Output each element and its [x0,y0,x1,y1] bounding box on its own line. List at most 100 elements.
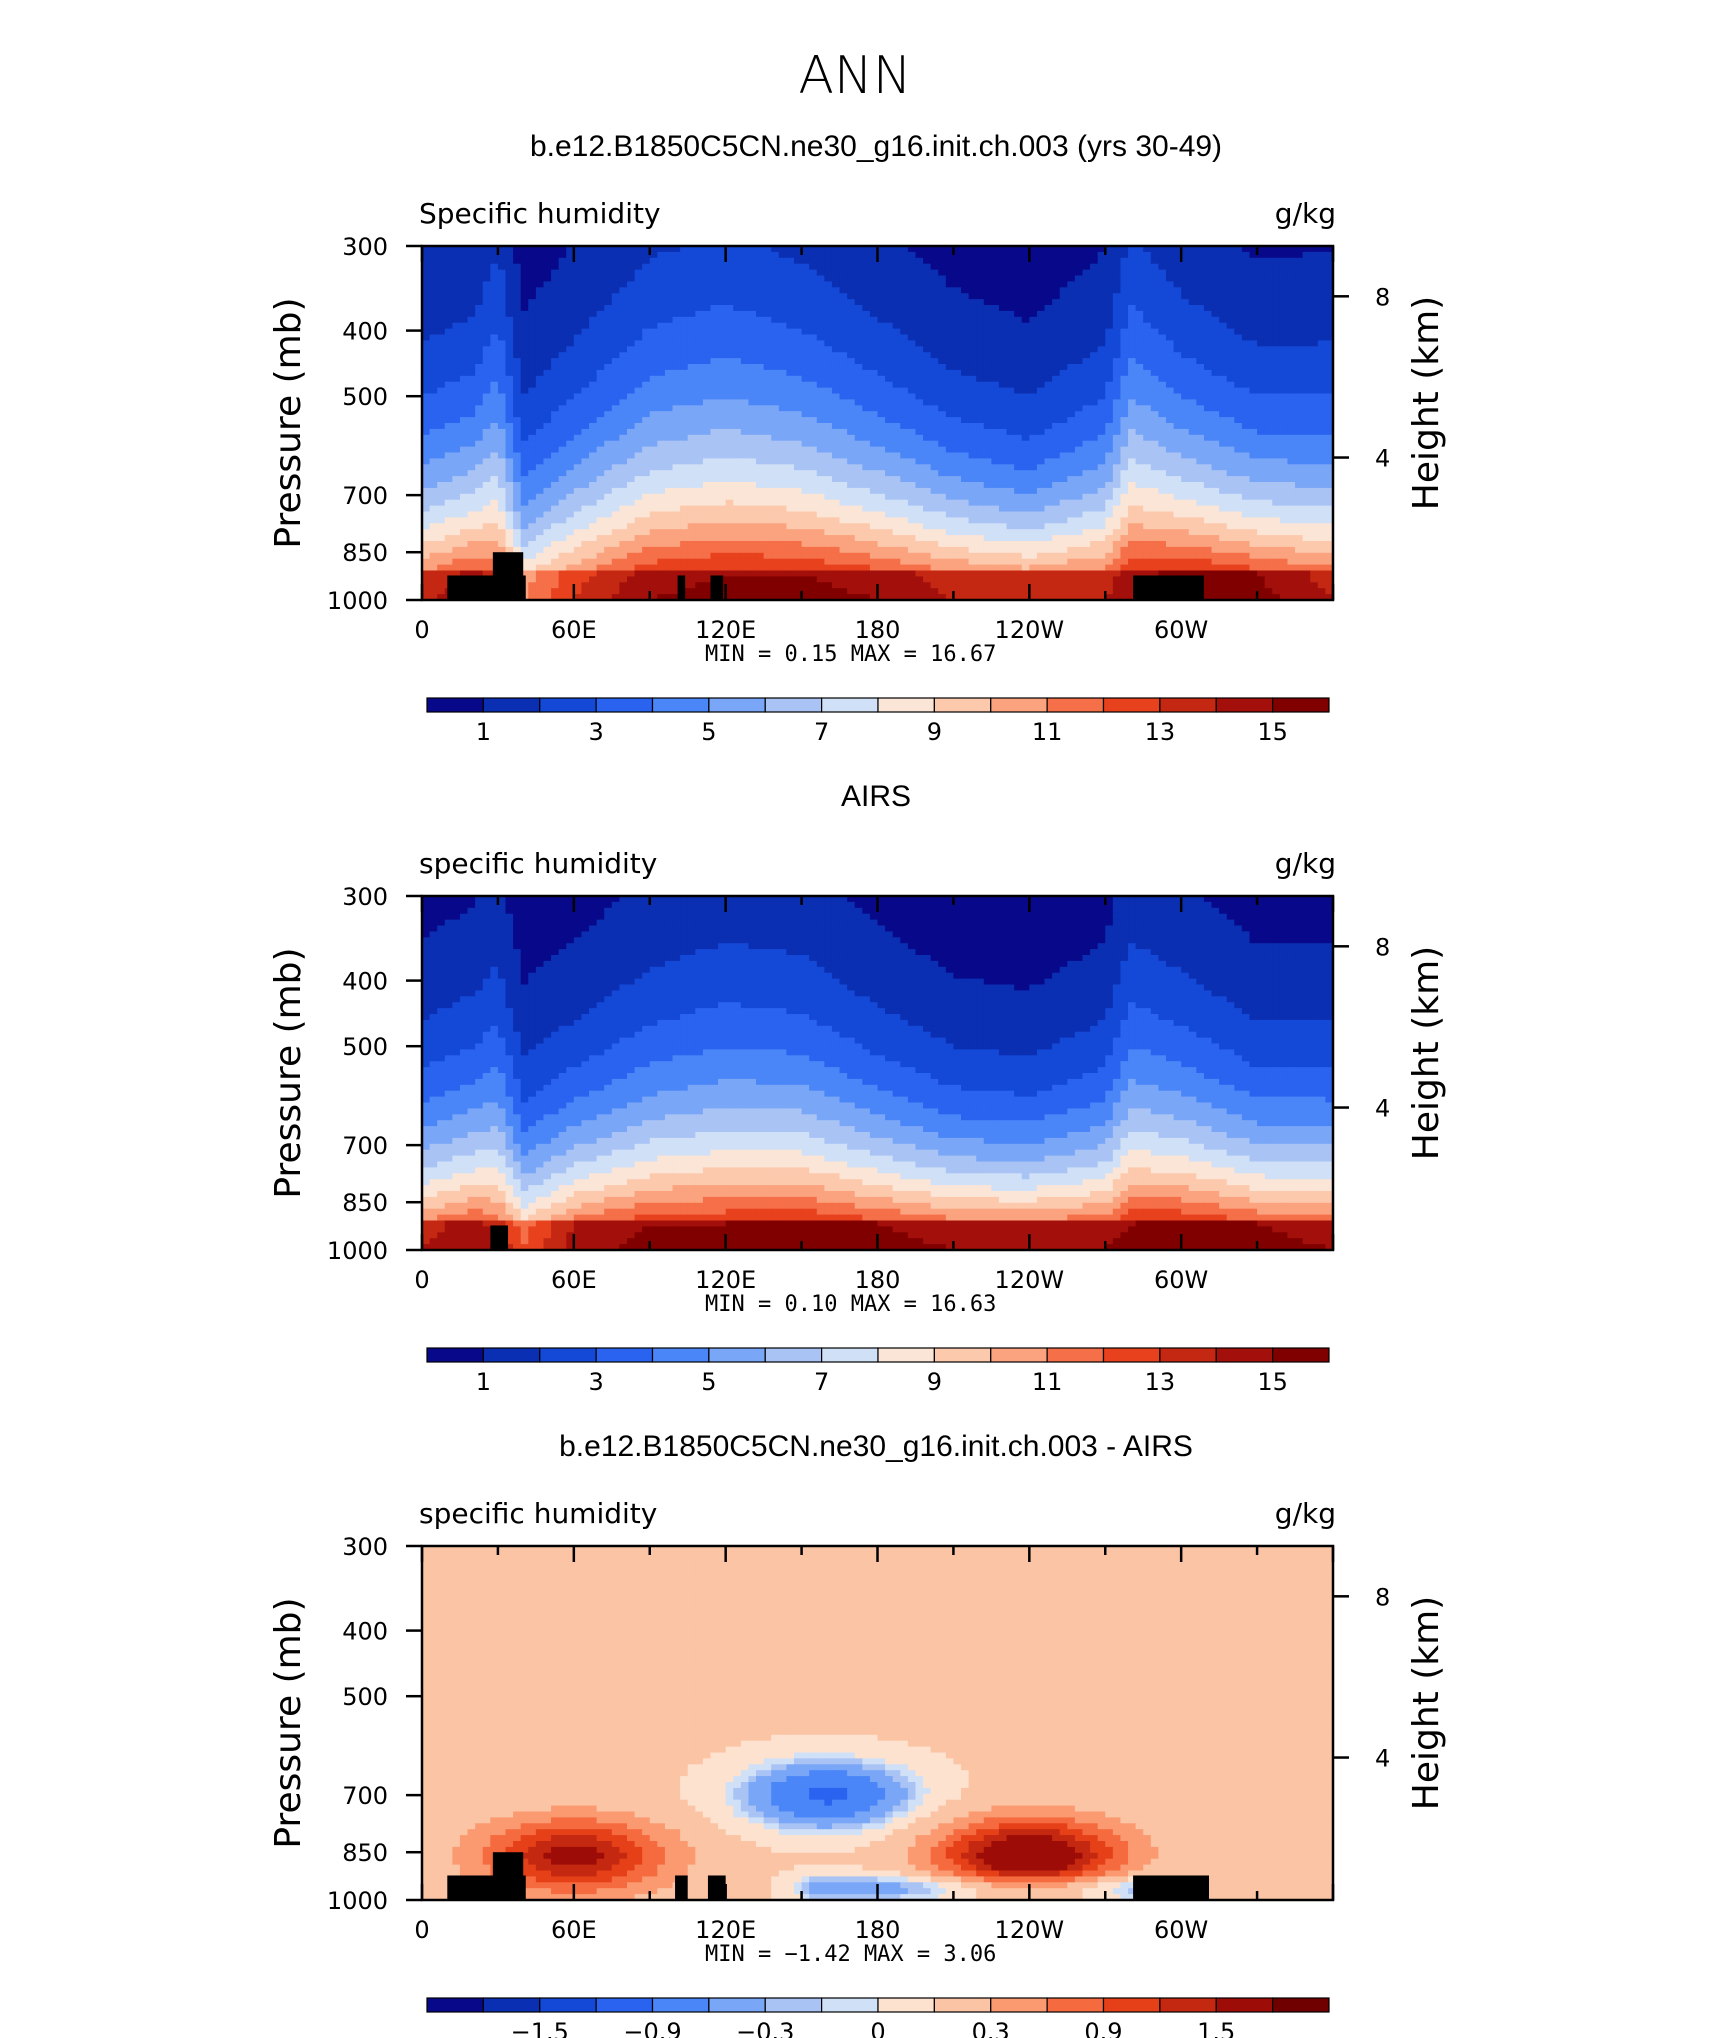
contour-cell [831,446,841,454]
contour-cell [869,369,879,377]
contour-cell [1067,287,1076,294]
contour-cell [1082,287,1091,294]
contour-cell [702,340,712,347]
contour-cell [672,322,681,330]
contour-cell [482,411,491,418]
contour-cell [558,393,567,400]
contour-cell [1067,381,1076,389]
contour-cell [1302,452,1311,459]
contour-cell [1317,476,1327,483]
contour-cell [961,358,970,365]
contour-cell [1317,275,1327,282]
contour-cell [733,299,742,306]
contour-cell [847,364,856,371]
contour-cell [1279,287,1289,294]
contour-cell [1006,399,1015,406]
contour-cell [1112,440,1122,448]
contour-cell [1006,417,1015,424]
contour-cell [1029,316,1038,324]
contour-cell [1097,334,1106,341]
contour-cell [604,263,613,271]
contour-cell [1006,275,1015,282]
contour-cell [680,458,689,465]
contour-cell [429,310,438,318]
contour-cell [831,263,841,271]
contour-cell [1257,369,1266,377]
contour-cell [1317,322,1327,330]
contour-cell [831,269,841,277]
contour-cell [1021,393,1030,400]
contour-cell [566,381,575,389]
contour-cell [961,417,970,424]
contour-cell [862,334,871,341]
contour-cell [725,246,734,253]
contour-cell [702,399,712,406]
contour-cell [938,464,947,471]
contour-cell [1044,287,1053,294]
contour-cell [482,322,491,330]
contour-cell [528,387,537,395]
contour-cell [1310,452,1319,459]
contour-cell [725,476,734,483]
contour-cell [1188,246,1197,253]
contour-cell [778,281,787,288]
contour-cell [535,263,545,271]
contour-cell [793,322,803,330]
contour-cell [1052,328,1061,336]
contour-cell [748,411,757,418]
contour-cell [1272,251,1281,259]
contour-cell [687,405,696,412]
contour-cell [452,346,461,353]
contour-cell [1044,464,1053,471]
contour-cell [1211,411,1220,418]
contour-cell [1044,263,1053,271]
contour-cell [1234,251,1243,259]
contour-cell [657,257,666,265]
contour-cell [740,263,750,271]
contour-cell [961,257,970,265]
contour-cell [900,381,909,389]
contour-cell [687,310,696,318]
contour-cell [475,293,484,300]
contour-cell [1302,399,1311,406]
contour-cell [535,305,545,312]
contour-cell [1105,293,1114,300]
contour-cell [1272,369,1281,377]
contour-cell [869,346,879,353]
contour-cell [885,393,894,400]
contour-cell [1241,322,1251,330]
contour-cell [1021,251,1030,259]
contour-cell [900,458,909,465]
contour-cell [505,346,514,353]
contour-cell [452,358,461,365]
contour-cell [1188,281,1197,288]
contour-cell [1196,281,1205,288]
contour-cell [976,328,985,336]
contour-cell [718,417,727,424]
contour-cell [831,393,841,400]
contour-cell [1128,399,1137,406]
contour-cell [642,281,651,288]
contour-cell [520,446,529,454]
contour-cell [1196,310,1205,318]
contour-cell [573,310,583,318]
contour-cell [634,417,643,424]
contour-cell [664,263,674,271]
contour-cell [573,393,583,400]
contour-cell [953,440,962,448]
contour-cell [1128,381,1137,389]
contour-cell [1105,464,1114,471]
contour-cell [740,257,750,265]
contour-cell [961,428,970,436]
contour-cell [1112,405,1122,412]
contour-cell [1105,482,1114,489]
contour-cell [702,423,712,430]
contour-cell [748,423,757,430]
contour-cell [687,293,696,300]
contour-cell [1264,275,1273,282]
contour-cell [847,287,856,294]
contour-cell [642,316,651,324]
contour-cell [801,375,810,383]
contour-cell [573,257,583,265]
contour-cell [1105,476,1114,483]
